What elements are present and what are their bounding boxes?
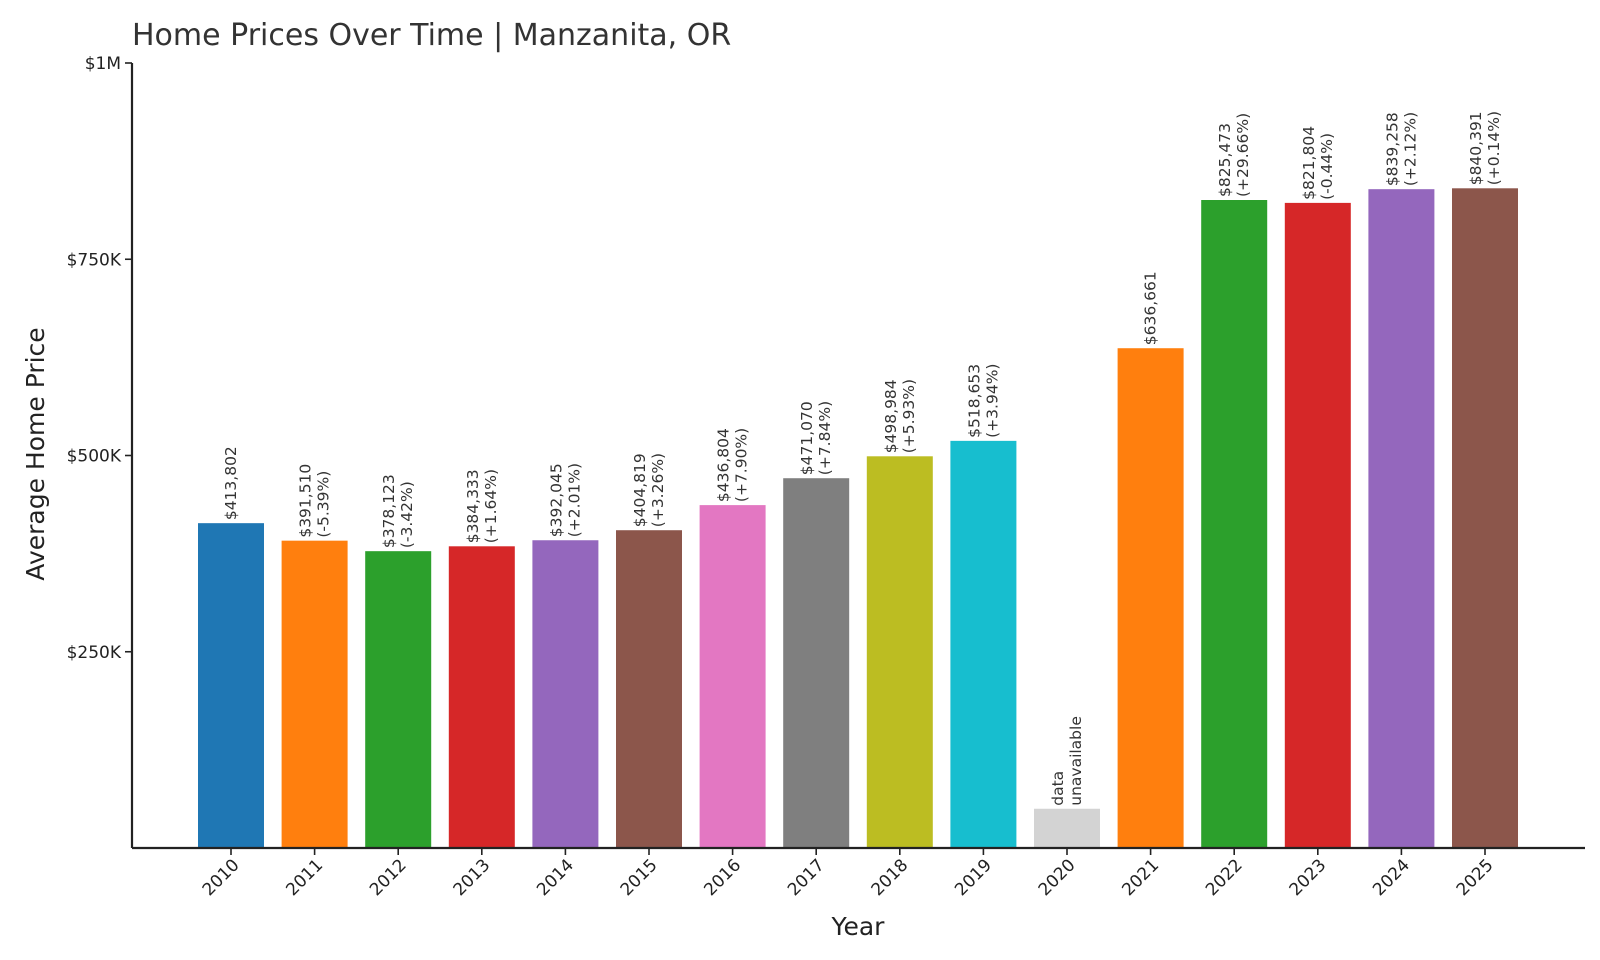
- bar: [1201, 200, 1268, 849]
- change-label: (+3.94%): [983, 364, 1001, 438]
- value-label: $378,123: [380, 474, 398, 548]
- change-label: (-0.44%): [1318, 133, 1336, 200]
- value-label: $413,802: [222, 446, 240, 520]
- y-axis: $250K $500K $750K $1M: [67, 54, 134, 848]
- value-labels-group: $413,802 $391,510 (-5.39%) $378,123 (-3.42%)…: [222, 111, 1503, 806]
- change-label: (+7.84%): [816, 401, 834, 475]
- x-tick-label: 2022: [1202, 855, 1247, 900]
- x-axis-title: Year: [831, 912, 886, 941]
- value-label: $436,804: [715, 428, 733, 502]
- x-tick-label: 2016: [700, 855, 745, 900]
- change-label: (-5.39%): [315, 471, 333, 538]
- x-tick-label: 2013: [450, 855, 495, 900]
- x-tick-label: 2020: [1035, 855, 1080, 900]
- change-label: (+2.01%): [565, 463, 583, 537]
- x-tick-label: 2012: [366, 855, 411, 900]
- bar: [1117, 348, 1184, 848]
- bar: [198, 523, 264, 848]
- bar: [616, 530, 682, 848]
- x-tick-label: 2023: [1286, 855, 1331, 900]
- value-label: $636,661: [1142, 271, 1160, 345]
- bar: [365, 551, 432, 848]
- value-label: $471,070: [798, 401, 816, 475]
- change-label: (+7.90%): [733, 428, 751, 502]
- value-label: data: [1049, 771, 1067, 806]
- bar: [281, 540, 348, 848]
- value-label: $518,653: [965, 364, 983, 438]
- x-tick-label: 2018: [868, 855, 913, 900]
- y-tick-label: $250K: [67, 643, 122, 663]
- x-tick-label: 2014: [533, 855, 578, 900]
- value-label: $384,333: [464, 469, 482, 543]
- change-label: unavailable: [1067, 716, 1085, 806]
- bar: [699, 505, 766, 848]
- change-label: (+29.66%): [1234, 113, 1252, 197]
- bar: [866, 456, 933, 848]
- y-axis-title: Average Home Price: [21, 327, 50, 580]
- value-label: $839,258: [1383, 112, 1401, 186]
- bar-missing: [1034, 808, 1100, 848]
- y-tick-label: $500K: [67, 447, 122, 467]
- bar: [1368, 189, 1435, 848]
- x-tick-label: 2021: [1118, 855, 1163, 900]
- value-label: $392,045: [547, 463, 565, 537]
- value-label: $840,391: [1467, 111, 1485, 185]
- value-label: $825,473: [1216, 123, 1234, 197]
- change-label: (-3.42%): [398, 481, 416, 548]
- chart-title: Home Prices Over Time | Manzanita, OR: [132, 18, 732, 53]
- change-label: (+1.64%): [482, 469, 500, 543]
- y-tick-label: $1M: [85, 54, 121, 74]
- value-label: $498,984: [882, 379, 900, 453]
- x-tick-label: 2019: [951, 855, 996, 900]
- y-tick-label: $750K: [67, 250, 122, 270]
- bar: [950, 440, 1017, 848]
- bar: [448, 546, 515, 848]
- bar: [1452, 188, 1518, 848]
- x-tick-label: 2017: [784, 855, 829, 900]
- value-label: $821,804: [1300, 126, 1318, 200]
- x-tick-label: 2010: [199, 855, 244, 900]
- bar: [532, 540, 599, 848]
- value-label: $404,819: [631, 453, 649, 527]
- bar: [783, 478, 850, 848]
- x-tick-label: 2024: [1369, 855, 1414, 900]
- x-tick-label: 2025: [1453, 855, 1498, 900]
- bars-group: [198, 188, 1518, 849]
- x-tick-label: 2011: [282, 855, 327, 900]
- change-label: (+3.26%): [649, 453, 667, 527]
- change-label: (+0.14%): [1485, 111, 1503, 185]
- value-label: $391,510: [297, 464, 315, 538]
- x-axis: 2010 2011 2012 2013 2014 2015 2016 2017 2018 2019…: [132, 846, 1585, 900]
- change-label: (+2.12%): [1401, 112, 1419, 186]
- bar: [1284, 202, 1351, 849]
- x-tick-label: 2015: [617, 855, 662, 900]
- change-label: (+5.93%): [900, 379, 918, 453]
